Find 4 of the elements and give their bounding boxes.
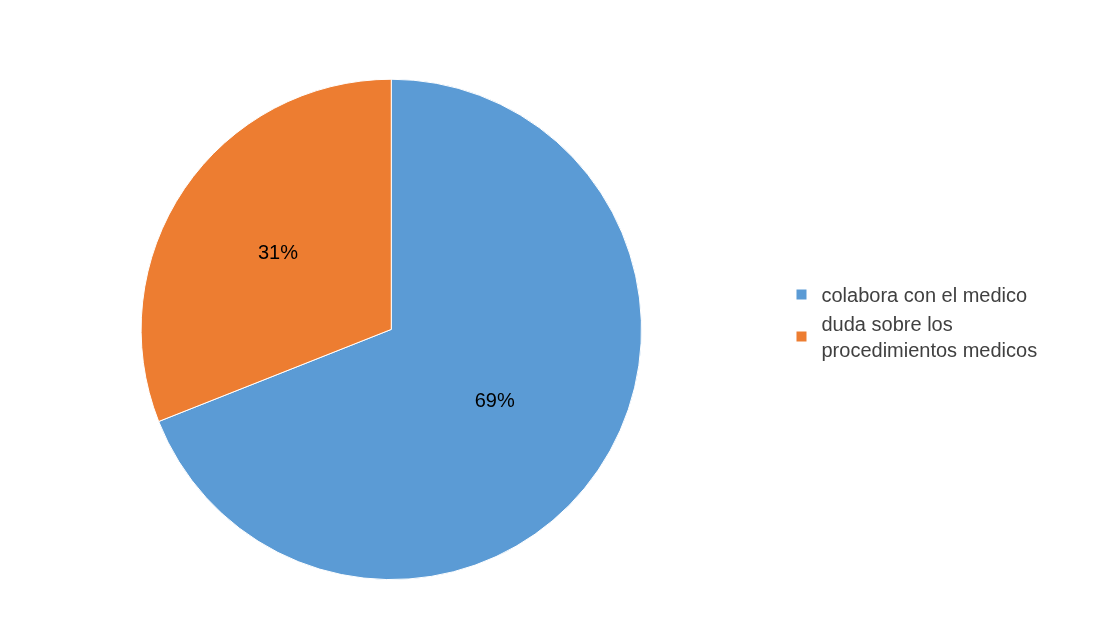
data-label: 69%	[474, 388, 515, 411]
data-label: 31%	[257, 241, 299, 264]
legend-label: duda sobre los procedimientos medicos	[821, 313, 1038, 362]
legend-label: colabora con el medico	[821, 284, 1028, 307]
